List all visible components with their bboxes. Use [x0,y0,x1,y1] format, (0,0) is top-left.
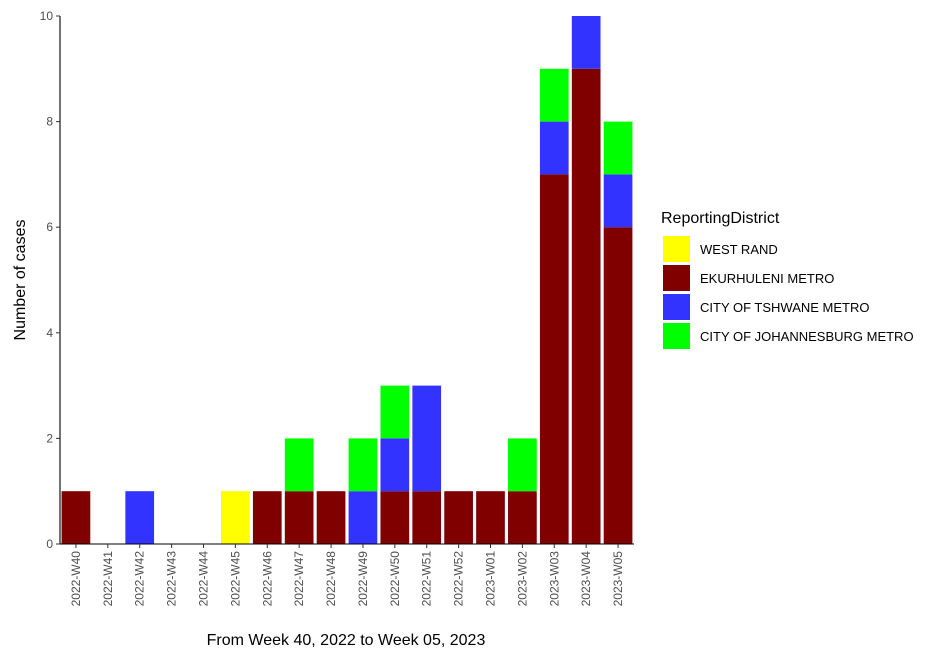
bar-segment [539,174,569,544]
x-tick-label: 2022-W40 [69,551,83,607]
y-tick-label: 6 [46,220,53,234]
bar-segment [444,491,473,544]
y-tick-label: 4 [46,326,53,340]
bar-segment [221,491,250,544]
legend-key [663,294,690,320]
x-tick-label: 2023-W03 [547,551,561,607]
x-tick-label: 2022-W43 [165,551,179,607]
bars-layer [61,16,633,545]
bar-segment [125,491,155,544]
x-tick-label: 2022-W48 [324,551,338,607]
x-tick-label: 2022-W42 [133,551,147,607]
bar-segment [380,438,410,492]
y-tick-label: 8 [46,115,53,129]
x-tick-label: 2022-W50 [388,551,402,607]
bar-segment [348,438,378,492]
legend-key [663,236,690,262]
axes-layer: 0 2 4 6 8 10 2022-W40 2022-W41 2022-W42 2022-W43 2… [40,9,634,606]
bar-segment [380,385,410,439]
bar-segment [412,385,442,492]
bar-segment [603,121,633,175]
x-tick-label: 2023-W02 [515,551,529,607]
bar-segment [603,174,633,228]
bar-segment [348,491,378,544]
bar-segment [603,227,633,544]
bar-segment [571,68,601,545]
y-tick-label: 2 [46,431,53,445]
legend-label: CITY OF TSHWANE METRO [700,300,870,315]
y-axis-title: Number of cases [12,220,29,341]
x-tick-label: 2022-W46 [260,551,274,607]
x-tick-label: 2022-W41 [101,551,115,607]
bar-segment [316,491,346,544]
legend-label: WEST RAND [700,242,778,257]
legend-key [663,323,690,349]
legend: ReportingDistrict WEST RAND EKURHULENI ME… [661,210,914,349]
y-tick-label: 0 [46,537,53,551]
bar-segment [571,16,601,69]
bar-segment [284,491,314,544]
bar-segment [252,491,282,544]
x-tick-label: 2022-W44 [197,551,211,607]
legend-label: CITY OF JOHANNESBURG METRO [700,329,914,344]
legend-key [663,265,690,291]
x-axis-title: From Week 40, 2022 to Week 05, 2023 [207,632,486,649]
x-tick-label: 2022-W47 [292,551,306,607]
bar-segment [508,438,537,492]
bar-segment [539,68,569,122]
x-tick-label: 2022-W52 [452,551,466,607]
bar-segment [284,438,314,492]
x-tick-label: 2023-W01 [484,551,498,607]
legend-title: ReportingDistrict [661,210,780,227]
bar-segment [508,491,537,544]
bar-segment [539,121,569,175]
bar-segment [476,491,505,544]
x-tick-label: 2022-W45 [228,551,242,607]
x-tick-label: 2022-W51 [420,551,434,607]
x-tick-label: 2023-W04 [579,551,593,607]
x-tick-label: 2023-W05 [611,551,625,607]
bar-segment [412,491,442,544]
legend-label: EKURHULENI METRO [700,271,834,286]
x-tick-label: 2022-W49 [356,551,370,607]
bar-segment [380,491,410,544]
bar-segment [61,491,91,544]
y-tick-label: 10 [40,9,54,23]
